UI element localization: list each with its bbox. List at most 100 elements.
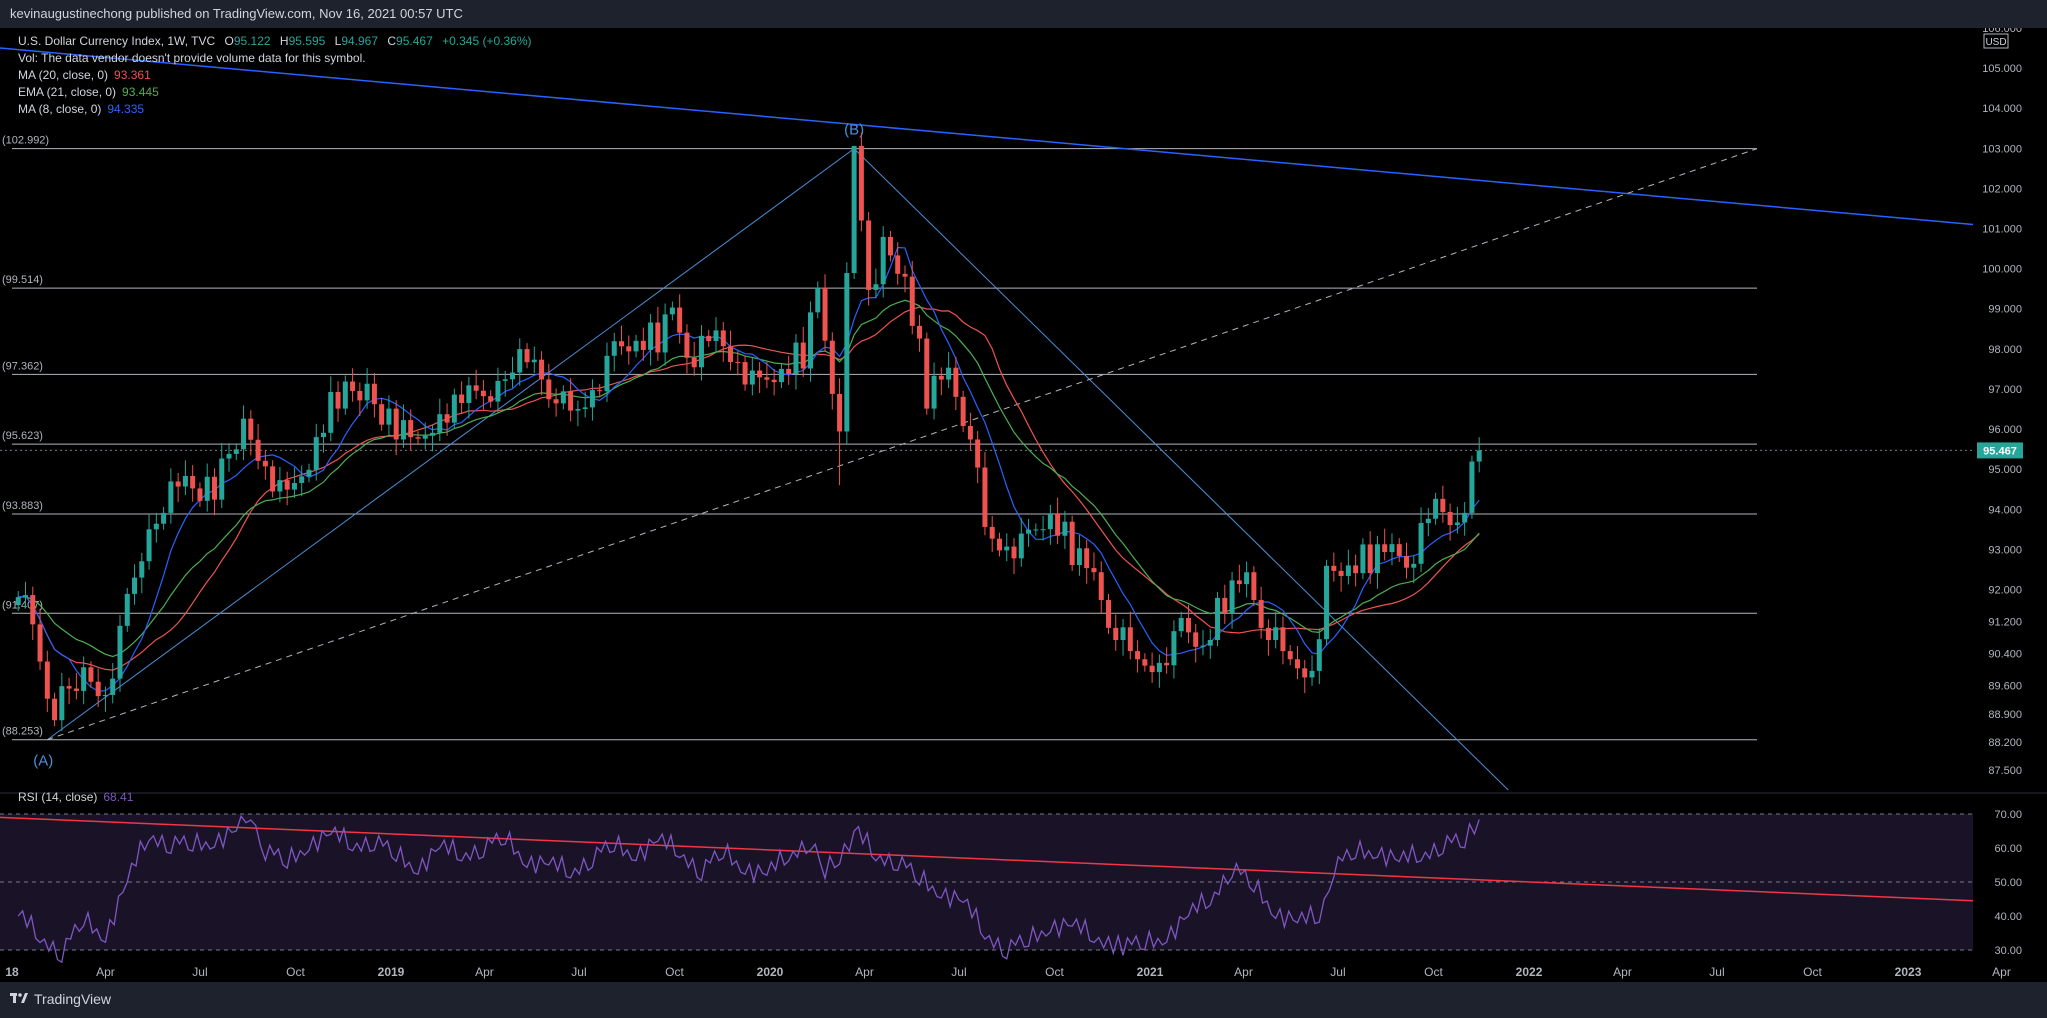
footer-bar: TradingView <box>0 982 2047 1018</box>
candle <box>73 672 79 700</box>
candle-body <box>778 368 784 383</box>
candle <box>1033 523 1039 536</box>
candle-body <box>691 357 697 368</box>
rsi-trend-line <box>0 816 1974 902</box>
candle-body <box>517 349 523 373</box>
candle <box>1156 654 1162 688</box>
candle-body <box>1353 565 1359 574</box>
candle <box>807 301 813 382</box>
price-axis-tick: 91.200 <box>1988 617 2022 629</box>
candle <box>1164 647 1170 674</box>
ma20-line <box>18 306 1480 671</box>
candle <box>1018 517 1024 567</box>
candle <box>531 346 537 374</box>
candle-body <box>546 379 552 400</box>
candle <box>190 465 196 502</box>
candle <box>1273 611 1279 649</box>
price-axis-tick: 101.000 <box>1982 224 2022 236</box>
candle-body <box>1200 645 1206 647</box>
candle-body <box>1244 572 1250 585</box>
candle-body <box>350 381 356 391</box>
candle-body <box>1222 597 1228 614</box>
candle <box>728 330 734 371</box>
fib-level-label: (97.362) <box>2 360 43 372</box>
candle <box>778 362 784 389</box>
candle <box>1425 507 1431 537</box>
candle-body <box>597 390 603 392</box>
tradingview-logo[interactable]: TradingView <box>10 991 111 1007</box>
candle <box>1433 492 1439 525</box>
wave-b-c-line <box>853 148 1509 791</box>
candle-body <box>444 414 450 423</box>
chart-svg[interactable]: (102.992) (99.514) (97.362) (95.623) (93.883… <box>0 23 2047 982</box>
time-axis-tick: Oct <box>665 965 684 979</box>
ma20-legend[interactable]: MA (20, close, 0) 93.361 <box>18 68 151 82</box>
candle <box>1011 538 1017 574</box>
time-axis-tick: 2020 <box>757 965 784 979</box>
candle-body <box>495 380 501 402</box>
candle-body <box>807 312 813 369</box>
chart-area[interactable]: (102.992) (99.514) (97.362) (95.623) (93.883… <box>0 23 2047 982</box>
time-axis-tick: Jul <box>192 965 207 979</box>
ema21-legend[interactable]: EMA (21, close, 0) 93.445 <box>18 85 159 99</box>
candle-body <box>1185 617 1191 633</box>
candle-body <box>1229 580 1235 614</box>
ma8-legend[interactable]: MA (8, close, 0) 94.335 <box>18 102 145 116</box>
time-axis-tick: Oct <box>286 965 305 979</box>
candle-body <box>720 330 726 347</box>
candle-body <box>655 322 661 353</box>
candle <box>81 656 87 705</box>
candle <box>1120 618 1126 656</box>
candle-body <box>73 688 79 691</box>
candle-body <box>829 340 835 394</box>
candle <box>335 381 341 422</box>
candle-body <box>1462 512 1468 523</box>
candle-body <box>291 482 297 490</box>
candle-body <box>611 341 617 356</box>
fib-level-label: (88.253) <box>2 726 43 738</box>
candle <box>1062 510 1068 549</box>
candle <box>764 361 770 389</box>
candle-body <box>975 439 981 468</box>
candle <box>1476 437 1482 473</box>
candle-body <box>1135 651 1141 660</box>
symbol-legend: U.S. Dollar Currency Index, 1W, TVC O95.… <box>18 34 538 48</box>
candle-body <box>262 460 268 467</box>
price-axis-tick: 97.000 <box>1988 384 2022 396</box>
candle <box>466 376 472 419</box>
candle <box>233 443 239 460</box>
candle-body <box>858 145 864 221</box>
candle <box>684 324 690 374</box>
candle-body <box>502 379 508 381</box>
candle <box>975 431 981 484</box>
candle-body <box>800 342 806 369</box>
candle <box>277 466 283 503</box>
candle-body <box>662 314 668 353</box>
candle <box>415 431 421 445</box>
price-axis-tick: 100.000 <box>1982 264 2022 276</box>
ma8-line <box>18 246 1480 692</box>
candle <box>619 325 625 355</box>
price-axis-tick: 89.600 <box>1988 681 2022 693</box>
candle <box>611 332 617 372</box>
candle-body <box>895 255 901 274</box>
candle <box>1353 554 1359 587</box>
candle-body <box>1040 529 1046 531</box>
candle <box>102 686 108 712</box>
candle-body <box>1171 631 1177 666</box>
candle-body <box>1084 548 1090 569</box>
candle <box>270 460 276 498</box>
candle-body <box>1004 546 1010 551</box>
candle <box>582 391 588 418</box>
candle <box>110 663 116 704</box>
candle-body <box>284 480 290 490</box>
candle-body <box>1476 450 1482 462</box>
candle <box>1454 506 1460 534</box>
rsi-legend[interactable]: RSI (14, close) 68.41 <box>18 790 134 804</box>
candle-body <box>488 396 494 402</box>
candle <box>1251 566 1257 607</box>
candle-body <box>1418 523 1424 564</box>
candle <box>648 314 654 366</box>
candle <box>1113 614 1119 651</box>
time-axis-tick: Jul <box>571 965 586 979</box>
